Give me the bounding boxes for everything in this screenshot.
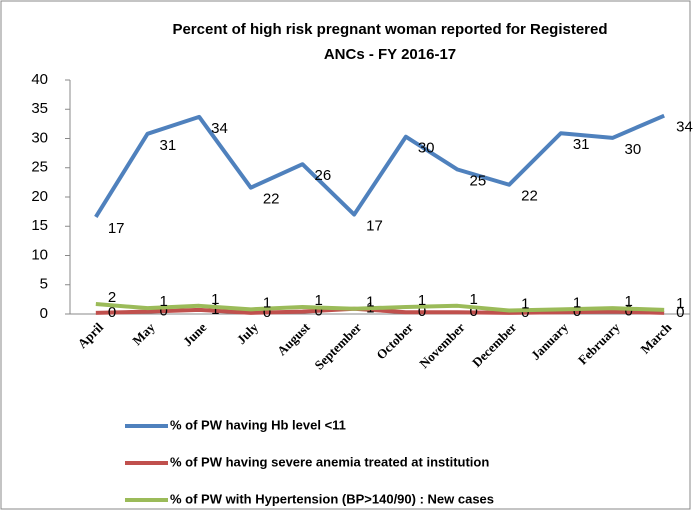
- data-label: 0: [108, 304, 116, 321]
- line: [95, 306, 665, 315]
- data-label: 31: [573, 136, 590, 153]
- data-label: 30: [625, 141, 642, 158]
- y-tick-label: 0: [40, 305, 48, 322]
- chart-title: ANCs - FY 2016-17: [324, 46, 456, 63]
- data-label: 0: [625, 303, 633, 320]
- data-label: 1: [470, 291, 478, 308]
- data-label: 2: [108, 289, 116, 306]
- y-tick-label: 35: [31, 100, 48, 117]
- data-label: 34: [211, 120, 228, 137]
- data-label: 0: [418, 303, 426, 320]
- data-label: 25: [470, 172, 487, 189]
- y-tick-label: 20: [31, 188, 48, 205]
- data-label: 17: [108, 220, 125, 237]
- data-label: 1: [521, 295, 529, 312]
- data-label: 1: [625, 293, 633, 310]
- legend-label: % of PW having Hb level <11: [170, 417, 346, 432]
- data-label: 1: [211, 291, 219, 308]
- data-label: 22: [521, 188, 538, 205]
- data-label: 30: [418, 140, 435, 157]
- data-label: 34: [676, 119, 693, 136]
- data-label: 31: [160, 137, 177, 154]
- data-label: 1: [676, 295, 684, 312]
- data-label: 0: [160, 303, 168, 320]
- data-label: 1: [160, 293, 168, 310]
- data-label: 1: [366, 294, 374, 311]
- line: [94, 113, 665, 218]
- y-tick-label: 10: [31, 246, 48, 263]
- legend-label: % of PW having severe anemia treated at …: [170, 454, 489, 469]
- data-label: 1: [418, 292, 426, 309]
- y-tick-label: 5: [40, 276, 48, 293]
- data-label: 1: [315, 292, 323, 309]
- data-label: 22: [263, 191, 280, 208]
- data-label: 26: [315, 167, 332, 184]
- line: [95, 302, 665, 313]
- data-label: 17: [366, 218, 383, 235]
- data-label: 0: [315, 303, 323, 320]
- chart-title: Percent of high risk pregnant woman repo…: [172, 21, 607, 38]
- data-label: 0: [263, 304, 271, 321]
- data-label: 0: [676, 304, 684, 321]
- y-tick-label: 15: [31, 217, 48, 234]
- data-label: 0: [470, 303, 478, 320]
- y-tick-label: 30: [31, 129, 48, 146]
- y-tick-label: 25: [31, 159, 48, 176]
- y-tick-label: 40: [31, 71, 48, 88]
- data-label: 0: [573, 303, 581, 320]
- data-label: 1: [263, 294, 271, 311]
- data-label: 0: [521, 304, 529, 321]
- data-label: 1: [211, 301, 219, 318]
- legend-label: % of PW with Hypertension (BP>140/90) : …: [170, 491, 494, 506]
- data-label: 1: [573, 294, 581, 311]
